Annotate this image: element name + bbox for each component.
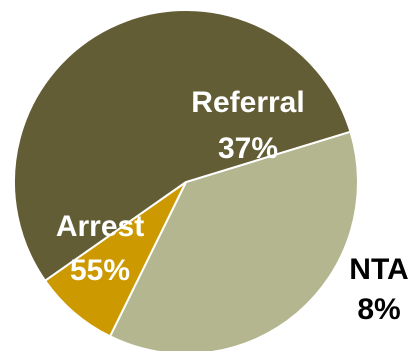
pie-slices: [13, 9, 359, 351]
pie-labels: Referral 37% NTA 8% Arrest 55%: [56, 86, 409, 326]
slice-label-nta: NTA: [349, 253, 408, 286]
slice-value-arrest: 55%: [70, 254, 130, 287]
slice-label-arrest: Arrest: [56, 210, 144, 243]
pie-slice-referral: [108, 130, 359, 351]
pie-slice-arrest: [13, 9, 352, 283]
slice-label-referral: Referral: [191, 86, 304, 119]
slice-value-nta: 8%: [357, 293, 400, 326]
slice-value-referral: 37%: [218, 132, 278, 165]
